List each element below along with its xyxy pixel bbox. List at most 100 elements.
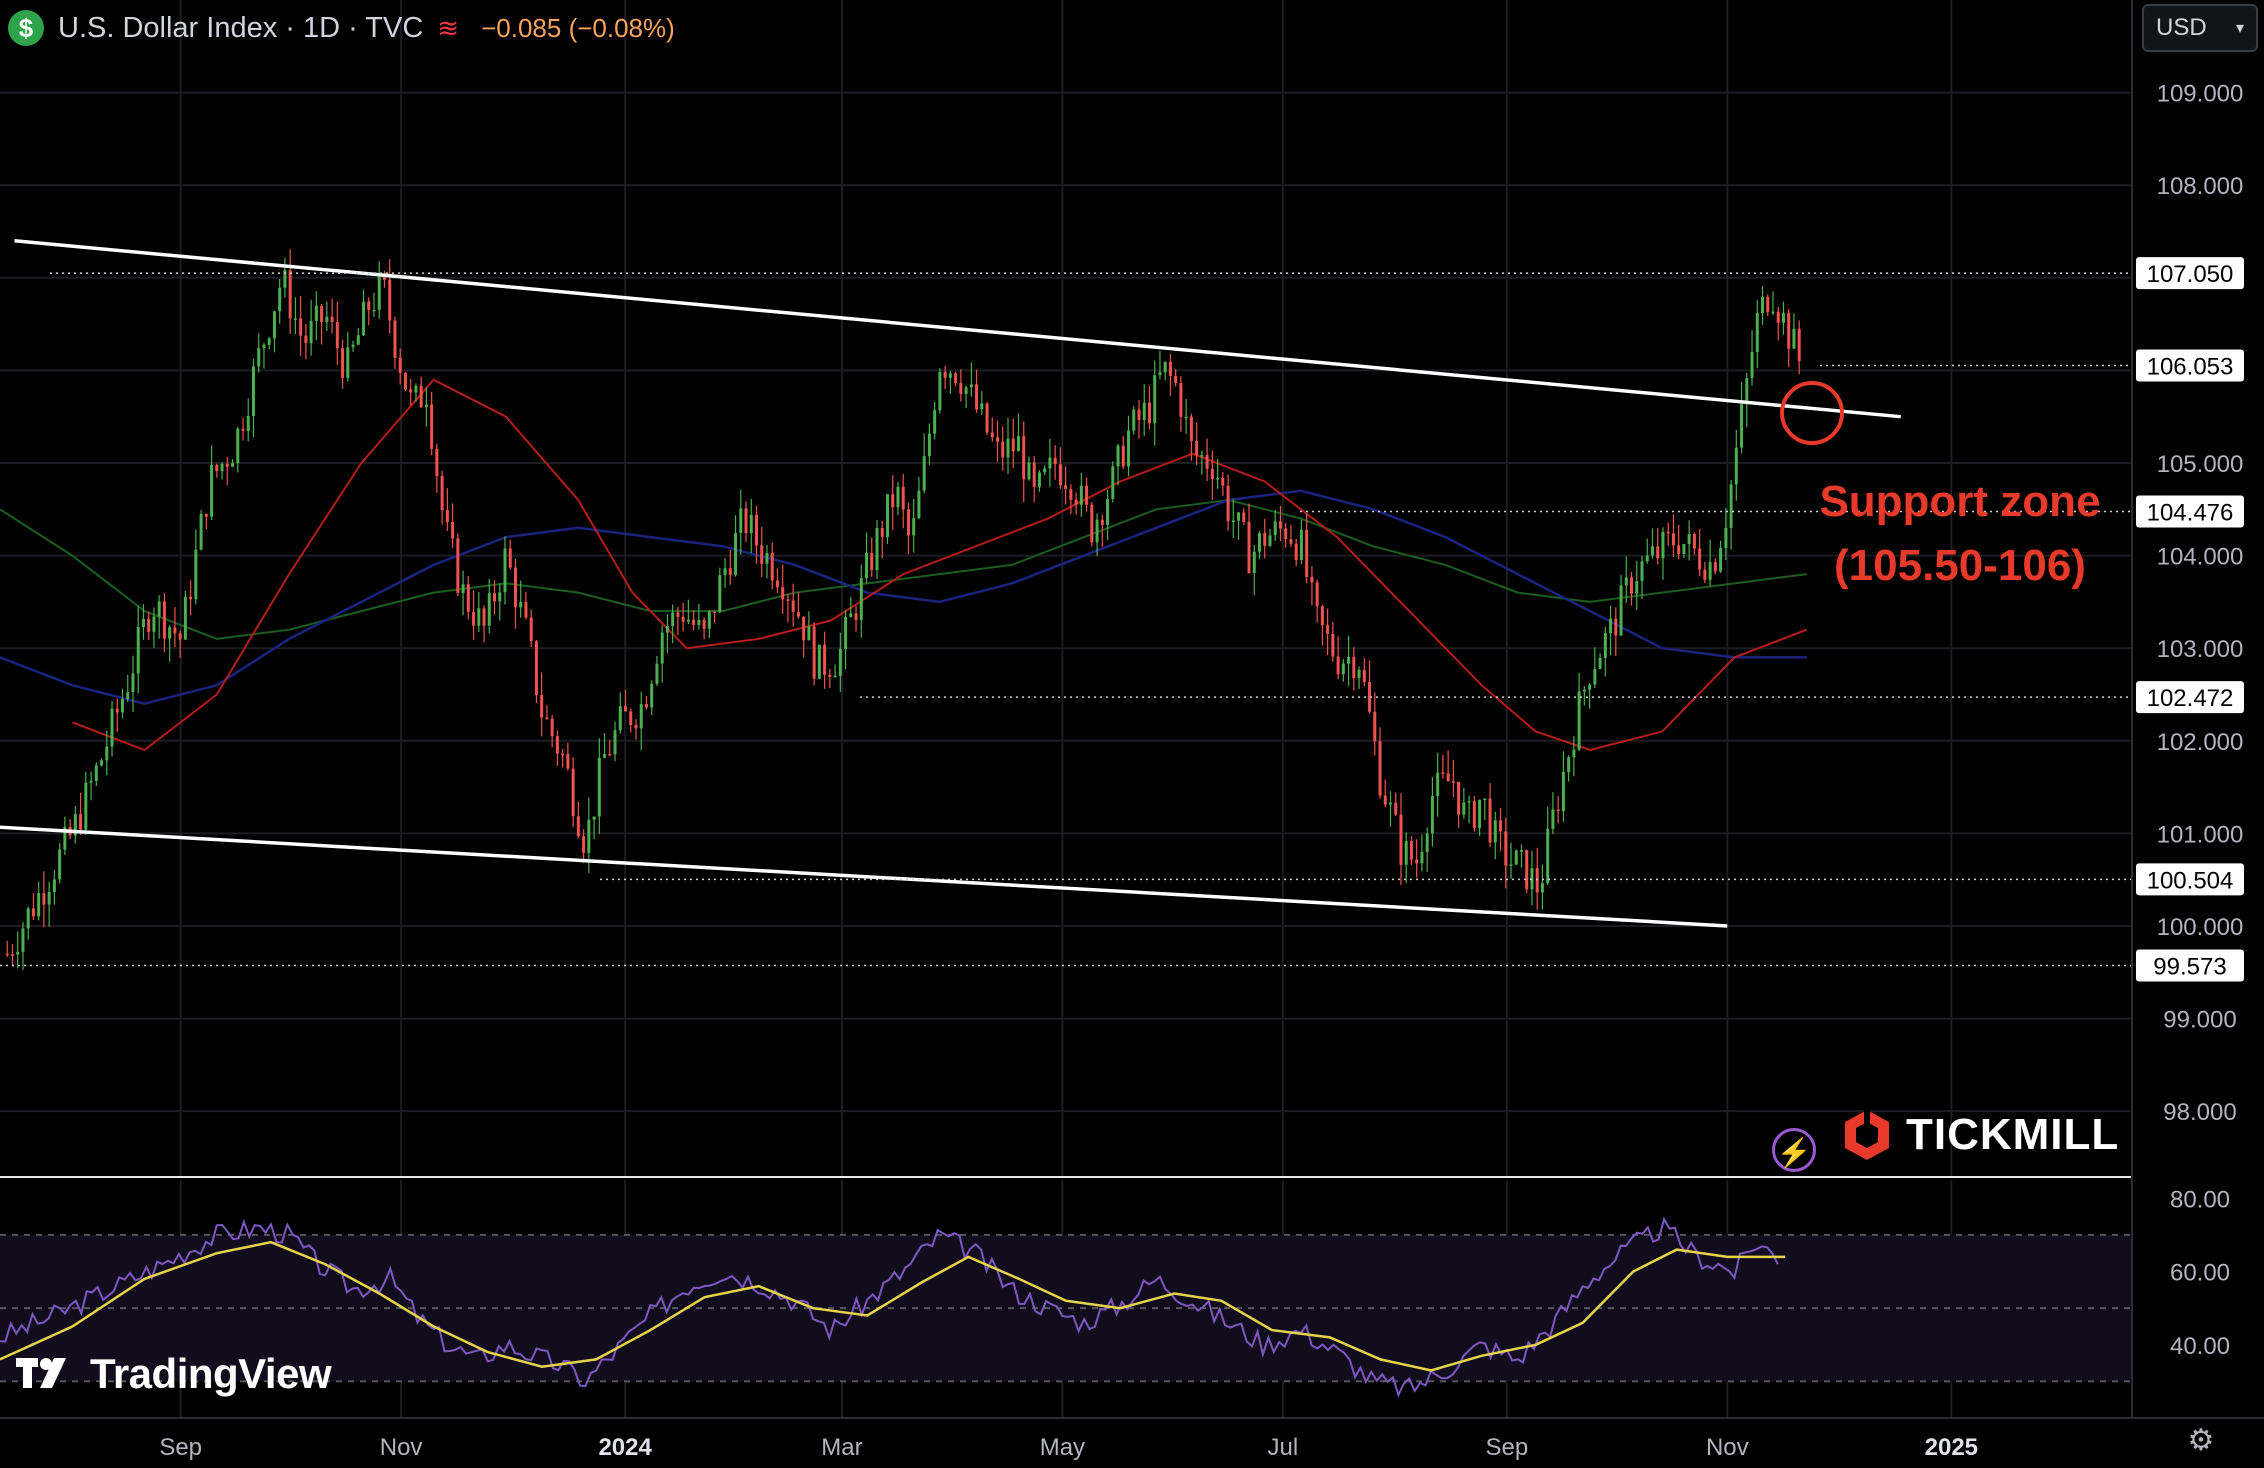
candle-body [141, 618, 145, 628]
candle-body [1661, 531, 1665, 559]
price-tick-label: 98.000 [2163, 1099, 2236, 1126]
candle-body [770, 552, 774, 581]
price-tick-label: 99.000 [2163, 1007, 2236, 1034]
candle-body [707, 611, 711, 629]
candle-body [73, 814, 77, 836]
candle-body [1137, 409, 1141, 420]
candle-body [1415, 859, 1419, 864]
candle-body [204, 513, 208, 517]
gear-icon[interactable]: ⚙ [2187, 1424, 2215, 1457]
candle-body [220, 463, 224, 472]
support-zone-annotation: Support zone (105.50-106) [1790, 470, 2130, 598]
candle-body [487, 593, 491, 626]
candle-body [1593, 669, 1597, 685]
candle-body [1677, 545, 1681, 555]
candle-body [362, 301, 366, 336]
candle-body [1797, 328, 1801, 362]
currency-value: USD [2156, 14, 2207, 41]
chevron-down-icon: ▾ [2235, 20, 2244, 37]
candle-body [870, 553, 874, 571]
tradingview-logo: TradingView [14, 1350, 332, 1398]
candle-body [1682, 543, 1686, 555]
candle-body [754, 514, 758, 546]
candle-body [996, 437, 1000, 442]
support-zone-title: Support zone [1819, 477, 2101, 526]
candle-body [388, 279, 392, 321]
candle-body [314, 305, 318, 321]
candle-body [1168, 361, 1172, 376]
candle-body [162, 601, 166, 639]
candle-body [1577, 691, 1581, 750]
candle-body [1666, 531, 1670, 534]
candle-body [267, 338, 271, 345]
candle-body [896, 486, 900, 508]
candle-body [147, 618, 151, 632]
candle-body [576, 816, 580, 837]
candle-body [293, 318, 297, 320]
trend-line-lower [0, 825, 1728, 928]
candle-body [1011, 438, 1015, 452]
candle-body [1142, 402, 1146, 420]
candle-body [865, 553, 869, 578]
candle-body [299, 318, 303, 336]
candle-body [424, 404, 428, 408]
candle-body [451, 522, 455, 539]
candle-body [1127, 430, 1131, 467]
price-tick-label: 103.000 [2157, 636, 2244, 663]
candle-body [791, 600, 795, 612]
candle-body [529, 617, 533, 642]
time-tick-label: Sep [159, 1434, 202, 1461]
candle-body [1698, 548, 1702, 570]
candle-body [1493, 820, 1497, 843]
candle-body [1043, 468, 1047, 473]
dotted-levels [0, 272, 2132, 967]
candle-body [959, 382, 963, 394]
candle-body [1189, 416, 1193, 441]
candle-body [1567, 757, 1571, 772]
candle-body [786, 599, 790, 601]
candle-body [592, 816, 596, 820]
candle-body [1425, 833, 1429, 852]
time-tick-label: 2025 [1925, 1434, 1978, 1461]
candle-body [692, 619, 696, 625]
candle-body [854, 613, 858, 620]
candle-body [131, 673, 135, 693]
candle-body [1074, 499, 1078, 505]
candle-body [1085, 485, 1089, 505]
candle-body [1037, 472, 1041, 487]
candle-body [1420, 851, 1424, 864]
candle-body [42, 893, 46, 905]
candle-body [975, 384, 979, 410]
candle-body [309, 320, 313, 344]
candle-body [1053, 457, 1057, 465]
candle-body [781, 587, 785, 600]
candle-body [1761, 296, 1765, 313]
candle-body [152, 616, 156, 632]
candle-body [1069, 489, 1073, 500]
candle-body [335, 321, 339, 349]
candle-body [1216, 478, 1220, 480]
time-tick-label: Mar [821, 1434, 862, 1461]
candle-body [990, 432, 994, 438]
candle-body [409, 389, 413, 393]
chart-header: $ U.S. Dollar Index · 1D · TVC ≋ −0.085 … [8, 6, 675, 50]
currency-selector[interactable]: USD ▾ [2142, 4, 2258, 52]
candle-body [120, 698, 124, 713]
candle-body [440, 475, 444, 511]
ma-green-line [0, 498, 1807, 640]
candle-body [1729, 484, 1733, 528]
candle-body [534, 641, 538, 695]
candle-body [828, 674, 832, 677]
candle-body [1179, 383, 1183, 417]
wave-icon[interactable]: ≋ [437, 12, 460, 43]
candle-body [775, 580, 779, 588]
candle-body [1032, 462, 1036, 487]
candle-body [650, 683, 654, 708]
symbol-title[interactable]: U.S. Dollar Index · 1D · TVC [58, 11, 424, 44]
support-circle [1780, 381, 1844, 445]
candle-body [723, 568, 727, 576]
candle-body [566, 754, 570, 769]
price-tag-label: 106.053 [2147, 353, 2234, 380]
lightning-icon[interactable]: ⚡ [1772, 1128, 1816, 1172]
